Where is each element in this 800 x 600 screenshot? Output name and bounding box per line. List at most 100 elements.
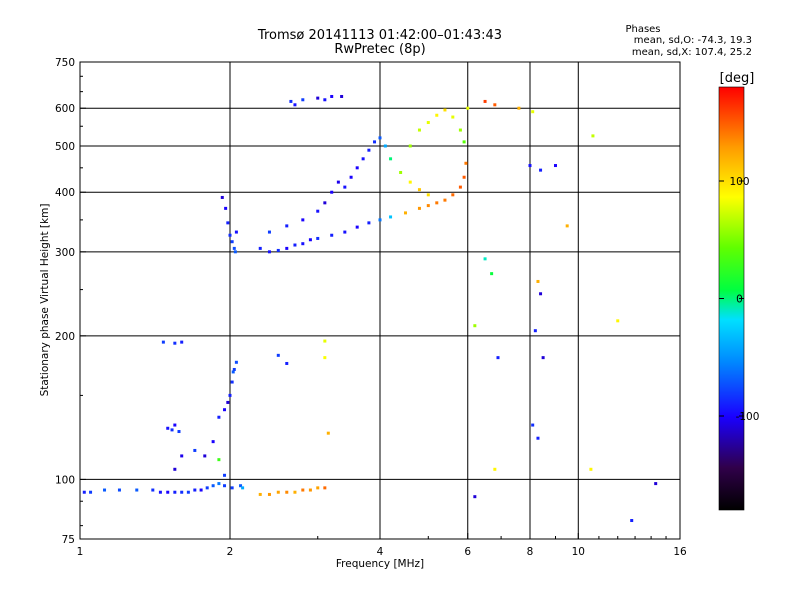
data-point bbox=[217, 458, 221, 462]
data-point bbox=[226, 400, 230, 404]
data-point bbox=[323, 339, 327, 343]
data-point bbox=[173, 341, 177, 345]
data-point bbox=[224, 206, 228, 210]
data-point bbox=[199, 488, 203, 492]
data-point bbox=[166, 490, 170, 494]
data-point bbox=[466, 106, 470, 110]
x-ticks: 1 2 4 6 8 10 16 bbox=[77, 533, 687, 558]
data-point bbox=[233, 250, 237, 254]
phases-o-stats: mean, sd,O: -74.3, 19.3 bbox=[634, 35, 752, 46]
data-point bbox=[343, 230, 347, 234]
data-point bbox=[223, 408, 227, 412]
data-point bbox=[408, 180, 412, 184]
data-points bbox=[82, 94, 658, 523]
data-point bbox=[539, 168, 543, 172]
data-point bbox=[241, 486, 245, 490]
data-point bbox=[654, 482, 658, 486]
data-point bbox=[166, 426, 170, 430]
data-point bbox=[276, 490, 280, 494]
data-point bbox=[211, 484, 215, 488]
data-point bbox=[367, 221, 371, 225]
data-point bbox=[517, 106, 521, 110]
y-tick-label: 600 bbox=[55, 103, 75, 115]
data-point bbox=[361, 157, 365, 161]
data-point bbox=[267, 250, 271, 254]
data-point bbox=[301, 98, 305, 102]
data-point bbox=[373, 140, 377, 144]
data-point bbox=[536, 279, 540, 283]
data-point bbox=[473, 324, 477, 328]
data-point bbox=[417, 188, 421, 192]
colorbar-label: [deg] bbox=[720, 71, 755, 86]
data-point bbox=[528, 164, 532, 168]
colorbar-ticks: 100 0 -100 bbox=[719, 176, 759, 423]
data-point bbox=[89, 490, 93, 494]
data-point bbox=[462, 175, 466, 179]
y-tick-label: 75 bbox=[62, 534, 75, 546]
data-point bbox=[389, 215, 393, 219]
data-point bbox=[180, 340, 184, 344]
data-point bbox=[435, 113, 439, 117]
data-point bbox=[228, 233, 232, 237]
colorbar-tick-label: -100 bbox=[736, 411, 760, 423]
data-point bbox=[285, 361, 289, 365]
data-point bbox=[326, 431, 330, 435]
data-point bbox=[490, 272, 494, 276]
data-point bbox=[173, 490, 177, 494]
data-point bbox=[443, 198, 447, 202]
data-point bbox=[399, 170, 403, 174]
data-point bbox=[234, 230, 238, 234]
data-point bbox=[308, 488, 312, 492]
data-point bbox=[435, 201, 439, 205]
data-point bbox=[151, 488, 155, 492]
colorbar-tick-label: 100 bbox=[729, 176, 749, 188]
x-tick-label: 1 bbox=[77, 546, 84, 558]
x-tick-label: 2 bbox=[227, 546, 234, 558]
data-point bbox=[531, 110, 535, 114]
data-point bbox=[483, 99, 487, 103]
data-point bbox=[458, 185, 462, 189]
data-point bbox=[316, 486, 320, 490]
data-point bbox=[228, 393, 232, 397]
data-point bbox=[267, 492, 271, 496]
x-tick-label: 8 bbox=[527, 546, 534, 558]
data-point bbox=[496, 356, 500, 360]
data-point bbox=[220, 195, 224, 199]
data-point bbox=[223, 484, 227, 488]
data-point bbox=[203, 454, 207, 458]
data-point bbox=[323, 486, 327, 490]
data-point bbox=[343, 185, 347, 189]
data-point bbox=[323, 356, 327, 360]
data-point bbox=[417, 206, 421, 210]
data-point bbox=[403, 211, 407, 215]
data-point bbox=[193, 488, 197, 492]
data-point bbox=[193, 448, 197, 452]
data-point bbox=[630, 519, 634, 523]
data-point bbox=[117, 488, 121, 492]
y-tick-label: 300 bbox=[55, 247, 75, 259]
data-point bbox=[493, 467, 497, 471]
data-point bbox=[458, 128, 462, 132]
data-point bbox=[464, 161, 468, 165]
data-point bbox=[340, 94, 344, 98]
data-point bbox=[355, 166, 359, 170]
data-point bbox=[316, 96, 320, 100]
data-point bbox=[616, 319, 620, 323]
data-point bbox=[531, 423, 535, 427]
data-point bbox=[301, 218, 305, 222]
data-point bbox=[180, 490, 184, 494]
data-point bbox=[426, 193, 430, 197]
data-point bbox=[533, 329, 537, 333]
data-point bbox=[378, 218, 382, 222]
data-point bbox=[408, 144, 412, 148]
data-point bbox=[180, 454, 184, 458]
data-point bbox=[234, 360, 238, 364]
data-point bbox=[285, 246, 289, 250]
phases-x-stats: mean, sd,X: 107.4, 25.2 bbox=[632, 47, 752, 58]
data-point bbox=[170, 428, 174, 432]
data-point bbox=[426, 121, 430, 125]
y-tick-label: 100 bbox=[55, 474, 75, 486]
data-point bbox=[205, 486, 209, 490]
data-point bbox=[483, 257, 487, 261]
